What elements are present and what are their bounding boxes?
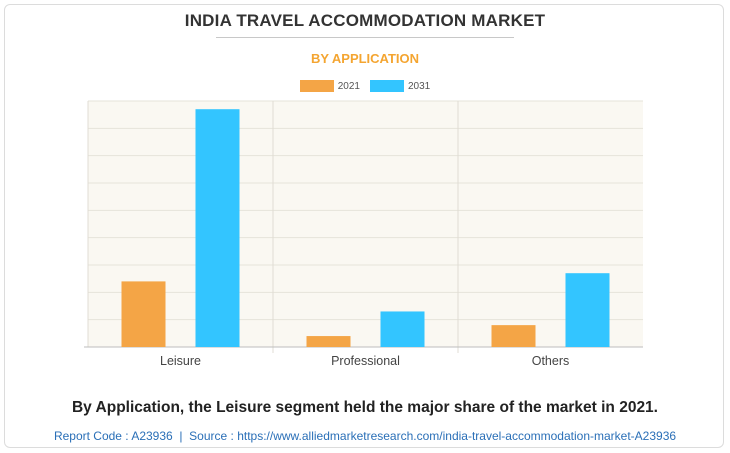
title-divider bbox=[216, 37, 514, 38]
legend-item-2021[interactable]: 2021 bbox=[299, 80, 360, 92]
x-label-leisure: Leisure bbox=[160, 354, 201, 368]
x-label-others: Others bbox=[532, 354, 570, 368]
chart-caption: By Application, the Leisure segment held… bbox=[71, 399, 658, 416]
legend: 2021 2031 bbox=[0, 80, 730, 92]
legend-label-2031: 2031 bbox=[408, 80, 431, 92]
legend-item-2031[interactable]: 2031 bbox=[370, 80, 430, 92]
report-code: Report Code : A23936 bbox=[53, 429, 173, 443]
footer-separator: | bbox=[179, 429, 183, 443]
bar-leisure-2031 bbox=[195, 109, 240, 347]
footer: Report Code : A23936 | Source : https://… bbox=[0, 429, 730, 443]
plot-area bbox=[88, 101, 643, 347]
legend-label-2021: 2021 bbox=[337, 80, 360, 92]
bars bbox=[121, 109, 610, 347]
bar-leisure-2021 bbox=[121, 281, 166, 347]
gridlines bbox=[84, 100, 643, 353]
x-axis-labels: Leisure Professional Others bbox=[160, 354, 569, 368]
bar-professional-2031 bbox=[380, 311, 425, 347]
chart-title: INDIA TRAVEL ACCOMMODATION MARKET bbox=[184, 11, 546, 30]
x-label-professional: Professional bbox=[331, 354, 400, 368]
source-link[interactable]: Source : https://www.alliedmarketresearc… bbox=[189, 429, 677, 443]
bar-others-2021 bbox=[491, 325, 536, 347]
bar-others-2031 bbox=[565, 273, 610, 347]
plot-background bbox=[88, 101, 643, 347]
chart-subtitle: BY APPLICATION bbox=[310, 51, 420, 66]
bar-professional-2021 bbox=[306, 336, 351, 347]
legend-swatch-2021 bbox=[299, 80, 334, 92]
legend-swatch-2031 bbox=[370, 80, 404, 92]
